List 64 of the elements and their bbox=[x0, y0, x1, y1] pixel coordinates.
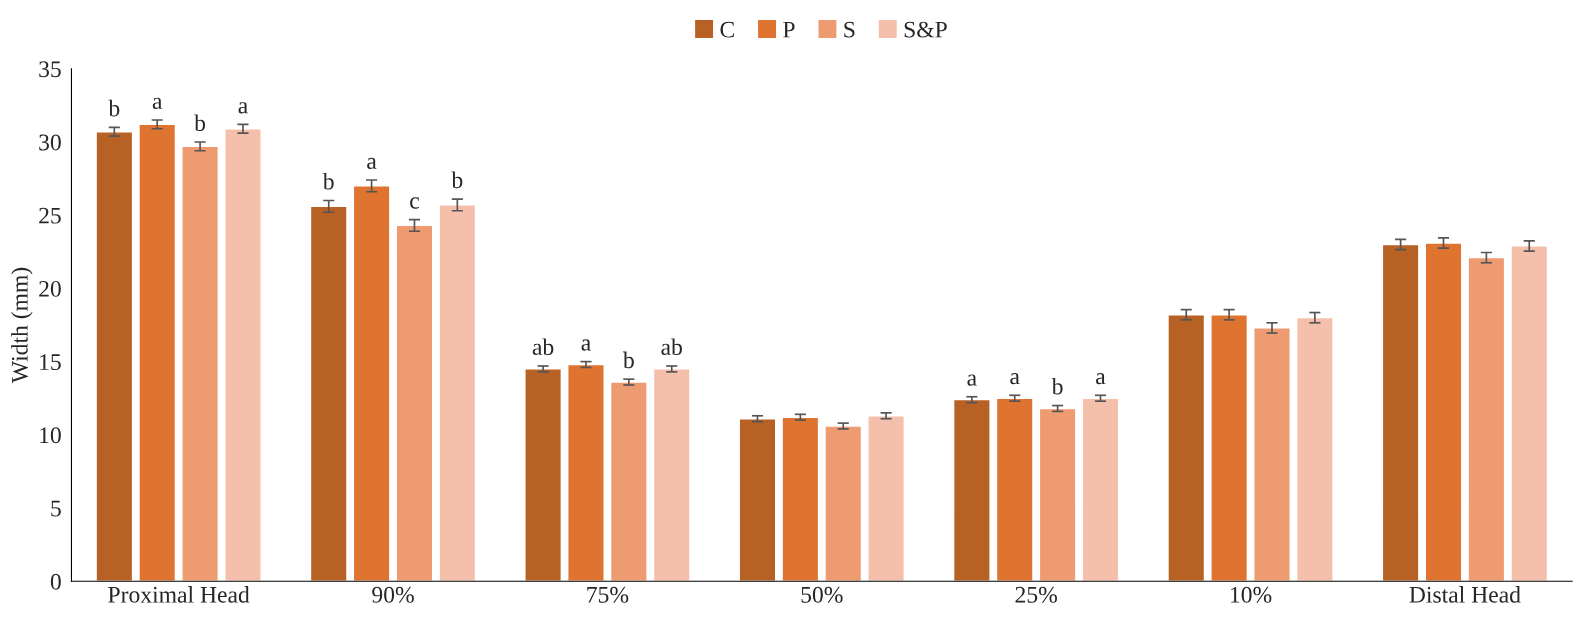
bar bbox=[309, 205, 348, 582]
y-tick-label: 25 bbox=[39, 207, 61, 224]
bar bbox=[1510, 245, 1549, 582]
x-tick-label: 25% bbox=[1015, 586, 1058, 603]
data-label: b bbox=[322, 172, 334, 190]
y-tick-label: 0 bbox=[50, 573, 61, 590]
bar bbox=[352, 185, 391, 582]
y-axis-title: Width (mm) bbox=[11, 267, 33, 384]
bar bbox=[1467, 256, 1506, 582]
bar bbox=[609, 381, 648, 582]
bar bbox=[567, 363, 605, 582]
y-tick-label: 5 bbox=[51, 500, 61, 517]
legend-label: C bbox=[720, 21, 734, 38]
bar bbox=[138, 123, 177, 582]
data-label: a bbox=[967, 374, 977, 386]
y-tick-label: 15 bbox=[40, 354, 61, 371]
bar bbox=[1381, 243, 1420, 582]
bar bbox=[395, 224, 434, 582]
y-tick-label: 30 bbox=[39, 134, 61, 151]
data-label: b bbox=[451, 171, 463, 189]
data-label: a bbox=[581, 339, 591, 351]
bar bbox=[738, 418, 777, 582]
legend-label: S bbox=[844, 21, 855, 38]
bar bbox=[181, 145, 220, 582]
legend-label: P bbox=[783, 21, 795, 38]
data-label: a bbox=[152, 97, 163, 110]
bar bbox=[1167, 314, 1206, 582]
bar bbox=[1295, 316, 1334, 582]
bar bbox=[1038, 407, 1077, 582]
x-tick-label: Distal Head bbox=[1409, 586, 1521, 603]
bar bbox=[1081, 397, 1120, 582]
bar bbox=[1253, 327, 1291, 582]
bar bbox=[824, 425, 863, 582]
x-tick-label: 75% bbox=[587, 586, 629, 603]
data-label: ab bbox=[532, 338, 554, 356]
bar bbox=[995, 397, 1034, 582]
bar bbox=[952, 398, 991, 582]
x-tick-label: 90% bbox=[372, 586, 414, 603]
x-tick-label: 10% bbox=[1230, 586, 1272, 603]
data-label: a bbox=[238, 102, 248, 114]
y-tick-label: 10 bbox=[40, 427, 61, 444]
bar bbox=[1210, 314, 1249, 582]
data-label: b bbox=[108, 99, 120, 117]
bar bbox=[1424, 242, 1463, 582]
data-label: a bbox=[367, 157, 377, 170]
data-label: b bbox=[194, 114, 206, 132]
data-label: c bbox=[410, 197, 419, 209]
x-tick-label: 50% bbox=[801, 586, 843, 603]
x-tick-label: Proximal Head bbox=[108, 586, 250, 603]
y-tick-label: 35 bbox=[39, 61, 61, 78]
bar bbox=[224, 128, 262, 582]
bar bbox=[867, 415, 906, 582]
bar bbox=[652, 368, 691, 582]
bar bbox=[95, 131, 134, 582]
bar bbox=[781, 416, 820, 582]
data-label: ab bbox=[661, 338, 682, 356]
data-label: b bbox=[1051, 377, 1063, 395]
data-label: b bbox=[622, 351, 634, 369]
legend-label: S&P bbox=[904, 21, 947, 38]
bar bbox=[524, 368, 563, 582]
data-label: a bbox=[1096, 373, 1106, 385]
y-tick-label: 20 bbox=[39, 280, 61, 297]
data-label: a bbox=[1010, 373, 1020, 385]
bar bbox=[438, 204, 477, 582]
